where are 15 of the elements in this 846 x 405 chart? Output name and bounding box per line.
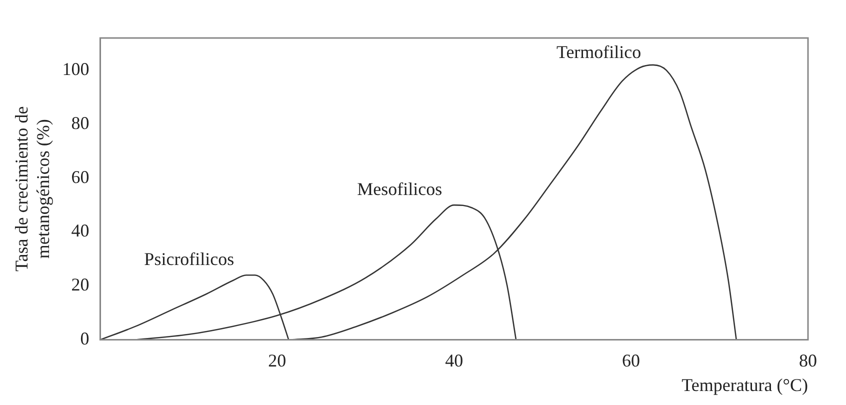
y-tick-label: 0 — [80, 328, 90, 349]
series-label: Termofilico — [556, 42, 642, 62]
y-tick-label: 40 — [71, 220, 90, 241]
x-axis-title: Temperatura (°C) — [682, 374, 808, 395]
x-tick-label: 60 — [622, 350, 640, 370]
y-tick-label: 80 — [71, 112, 90, 133]
y-tick-label: 60 — [71, 166, 90, 187]
x-tick-label: 20 — [268, 350, 286, 370]
y-axis-title: Tasa de crecimiento de metanogénicos (%) — [12, 106, 54, 272]
series-label: Psicrofilicos — [144, 249, 234, 270]
y-tick-label: 20 — [71, 274, 90, 295]
x-tick-label: 80 — [799, 350, 817, 370]
y-tick-label: 100 — [62, 59, 90, 80]
x-tick-label: 40 — [445, 350, 464, 370]
series-label: Mesofilicos — [357, 179, 442, 200]
